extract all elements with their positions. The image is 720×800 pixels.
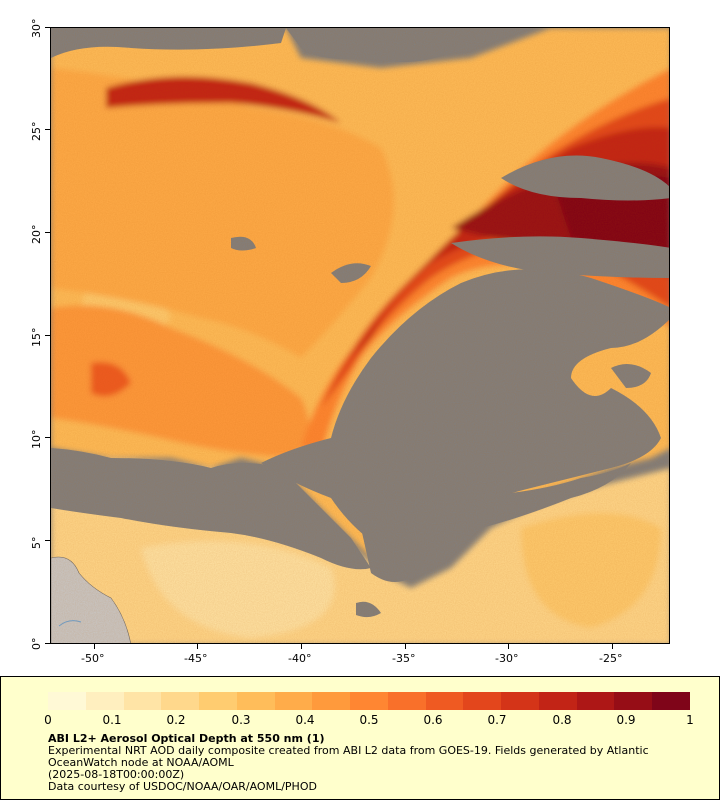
colorbar-swatch: [123, 692, 162, 710]
colorbar-tick-label: 1: [686, 713, 694, 727]
colorbar-tick-label: 0.6: [423, 713, 443, 727]
aod-map: [50, 27, 670, 644]
colorbar-swatch: [274, 692, 313, 710]
colorbar-swatch: [538, 692, 577, 710]
legend-credit: Data courtesy of USDOC/NOAA/OAR/AOML/PHO…: [48, 780, 317, 793]
y-tick-label: 5°: [30, 536, 43, 550]
colorbar-tick-label: 0.4: [295, 713, 315, 727]
colorbar-swatch: [312, 692, 351, 710]
colorbar-swatch: [236, 692, 275, 710]
colorbar-swatch: [199, 692, 237, 710]
colorbar-swatch: [501, 692, 539, 710]
y-tick-label: 25°: [30, 121, 43, 142]
colorbar: [48, 692, 691, 710]
colorbar-swatch: [576, 692, 615, 710]
x-tick-label: -45°: [184, 652, 208, 665]
colorbar-tick-label: 0: [44, 713, 52, 727]
colorbar-swatch: [463, 692, 502, 710]
colorbar-tick-label: 0.7: [487, 713, 507, 727]
x-tick-label: -40°: [288, 652, 312, 665]
colorbar-tick-label: 0.8: [552, 713, 572, 727]
x-tick-label: -30°: [495, 652, 519, 665]
colorbar-swatch: [48, 692, 86, 710]
colorbar-tick-label: 0.9: [616, 713, 636, 727]
colorbar-swatch: [161, 692, 200, 710]
x-tick-label: -50°: [81, 652, 105, 665]
y-tick-label: 10°: [30, 429, 43, 450]
y-tick-label: 20°: [30, 224, 43, 245]
legend-title: ABI L2+ Aerosol Optical Depth at 550 nm …: [48, 732, 325, 745]
colorbar-tick-label: 0.1: [102, 713, 122, 727]
colorbar-swatch: [614, 692, 653, 710]
y-tick-label: 15°: [30, 327, 43, 348]
colorbar-swatch: [350, 692, 388, 710]
colorbar-swatch: [652, 692, 691, 710]
y-tick-label: 30°: [30, 18, 43, 39]
colorbar-tick-label: 0.2: [166, 713, 186, 727]
legend-date: (2025-08-18T00:00:00Z): [48, 768, 185, 781]
colorbar-tick-label: 0.5: [359, 713, 379, 727]
colorbar-tick-label: 0.3: [231, 713, 251, 727]
colorbar-swatch: [387, 692, 426, 710]
aod-map-image: [51, 28, 669, 643]
legend-text: ABI L2+ Aerosol Optical Depth at 550 nm …: [48, 733, 688, 793]
x-tick-label: -35°: [392, 652, 416, 665]
colorbar-swatch: [85, 692, 124, 710]
legend-description: Experimental NRT AOD daily composite cre…: [48, 744, 649, 769]
x-tick-label: -25°: [599, 652, 623, 665]
colorbar-swatch: [425, 692, 464, 710]
legend-panel: 0 0.1 0.2 0.3 0.4 0.5 0.6 0.7 0.8 0.9 1 …: [0, 676, 720, 800]
y-tick-label: 0°: [30, 637, 43, 651]
